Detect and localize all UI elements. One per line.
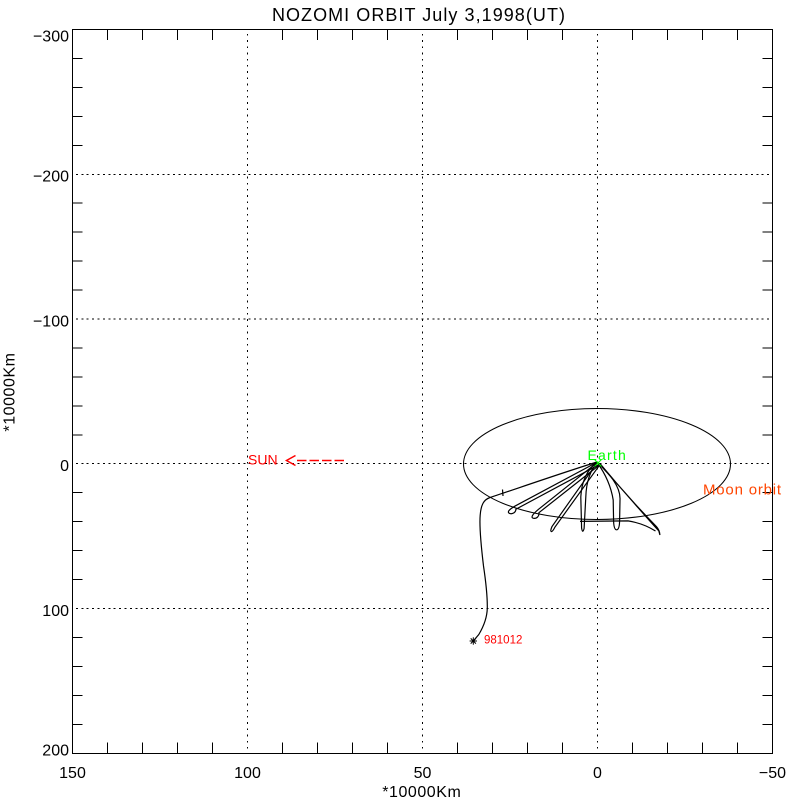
- svg-text:−200: −200: [33, 168, 69, 185]
- svg-text:Moon orbit: Moon orbit: [703, 482, 782, 499]
- svg-text:NOZOMI ORBIT July 3,1998(UT): NOZOMI ORBIT July 3,1998(UT): [272, 5, 566, 25]
- svg-text:150: 150: [59, 765, 86, 782]
- svg-text:100: 100: [42, 603, 69, 620]
- svg-text:−100: −100: [33, 314, 69, 331]
- svg-text:SUN: SUN: [248, 452, 278, 468]
- svg-text:0: 0: [60, 458, 69, 475]
- svg-text:981012: 981012: [484, 635, 522, 647]
- svg-text:0: 0: [593, 765, 602, 782]
- svg-text:50: 50: [414, 765, 432, 782]
- svg-text:*10000Km: *10000Km: [2, 352, 19, 431]
- svg-text:−50: −50: [759, 765, 786, 782]
- svg-text:100: 100: [234, 765, 261, 782]
- svg-text:−300: −300: [33, 28, 69, 45]
- svg-text:*10000Km: *10000Km: [382, 784, 461, 800]
- svg-text:200: 200: [42, 742, 69, 759]
- svg-text:Earth: Earth: [588, 447, 627, 463]
